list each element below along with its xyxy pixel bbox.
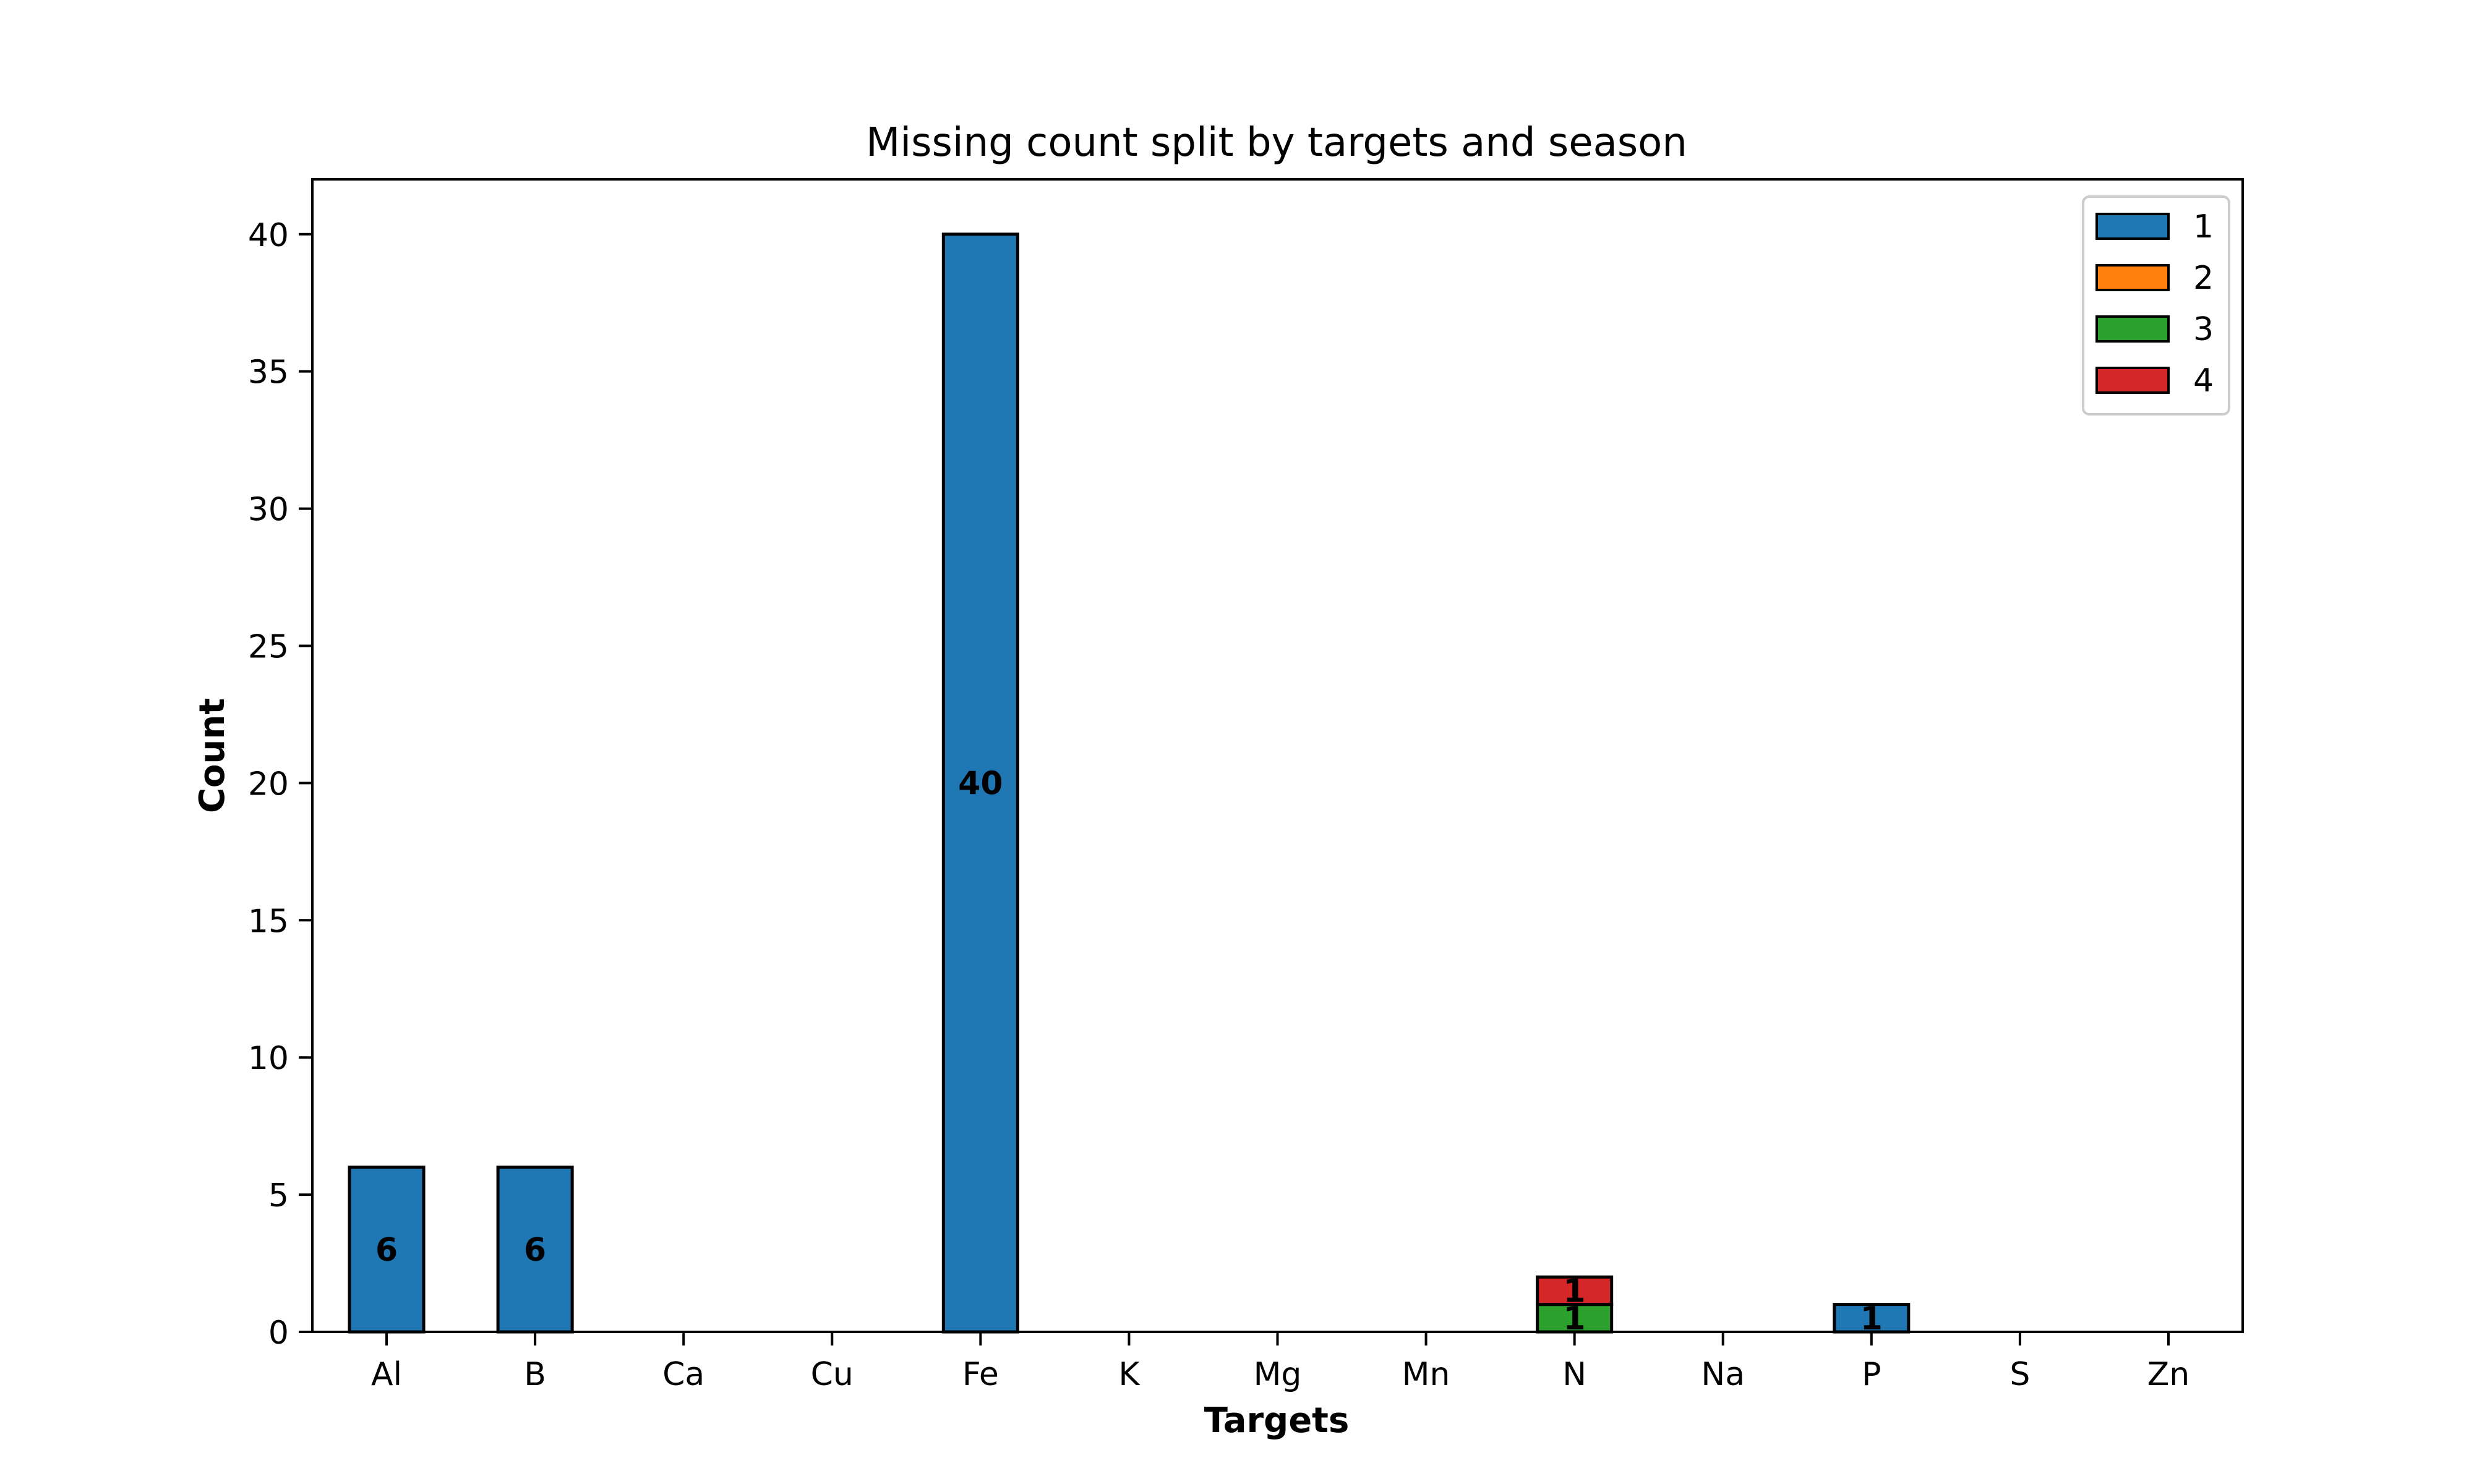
- legend-swatch-4: [2095, 367, 2170, 394]
- x-tick-label-K: K: [1118, 1356, 1141, 1393]
- legend-label-4: 4: [2193, 362, 2214, 399]
- y-tick-label-30: 30: [248, 492, 289, 529]
- legend-swatch-2: [2095, 264, 2170, 291]
- y-tick-label-20: 20: [248, 765, 289, 803]
- axes-layer: 0 5 10 15 20 25 30 35 40 Al B Ca Cu Fe K Mg Mn N Na P S Zn: [248, 178, 2244, 1393]
- y-tick-label-5: 5: [268, 1177, 289, 1214]
- y-tick-label-35: 35: [248, 354, 289, 391]
- legend-swatch-3: [2095, 315, 2170, 343]
- bar-Fe-season-1: [941, 232, 1019, 1334]
- x-tick-label-Mg: Mg: [1254, 1356, 1302, 1393]
- legend-box: [2082, 195, 2230, 416]
- y-tick-label-0: 0: [268, 1315, 289, 1352]
- data-label-N-season-4: 1: [1564, 1273, 1586, 1310]
- legend-label-2: 2: [2193, 260, 2214, 297]
- bar-Al-season-1: [348, 1166, 426, 1334]
- data-label-Al-season-1: 6: [375, 1232, 398, 1269]
- x-tick-label-Zn: Zn: [2147, 1356, 2190, 1393]
- x-tick-label-Ca: Ca: [662, 1356, 704, 1393]
- x-tick-label-N: N: [1562, 1356, 1586, 1393]
- bar-N-season-4: [1536, 1275, 1614, 1307]
- y-axis-label: Count: [192, 698, 233, 813]
- legend-label-1: 1: [2193, 208, 2214, 245]
- x-tick-label-Al: Al: [371, 1356, 402, 1393]
- x-tick-label-Na: Na: [1701, 1356, 1745, 1393]
- y-tick-label-15: 15: [248, 903, 289, 940]
- x-axis-label: Targets: [1204, 1401, 1350, 1441]
- y-tick-label-40: 40: [248, 217, 289, 254]
- data-label-B-season-1: 6: [524, 1232, 546, 1269]
- x-tick-label-Fe: Fe: [962, 1356, 999, 1393]
- plot-frame: [311, 178, 2244, 1333]
- legend-label-3: 3: [2193, 311, 2214, 348]
- data-label-Fe-season-1: 40: [958, 765, 1003, 802]
- x-tick-label-S: S: [2010, 1356, 2030, 1393]
- y-tick-label-25: 25: [248, 628, 289, 665]
- legend-swatch-1: [2095, 213, 2170, 240]
- legend: 1 2 3 4: [2082, 195, 2230, 416]
- x-tick-label-B: B: [524, 1356, 546, 1393]
- y-tick-label-10: 10: [248, 1040, 289, 1077]
- bars-layer: [348, 232, 2207, 1334]
- x-tick-label-Cu: Cu: [811, 1356, 854, 1393]
- bar-B-season-1: [496, 1166, 574, 1334]
- x-tick-label-Mn: Mn: [1402, 1356, 1450, 1393]
- chart-title: Missing count split by targets and seaso…: [866, 120, 1687, 166]
- x-tick-label-P: P: [1862, 1356, 1881, 1393]
